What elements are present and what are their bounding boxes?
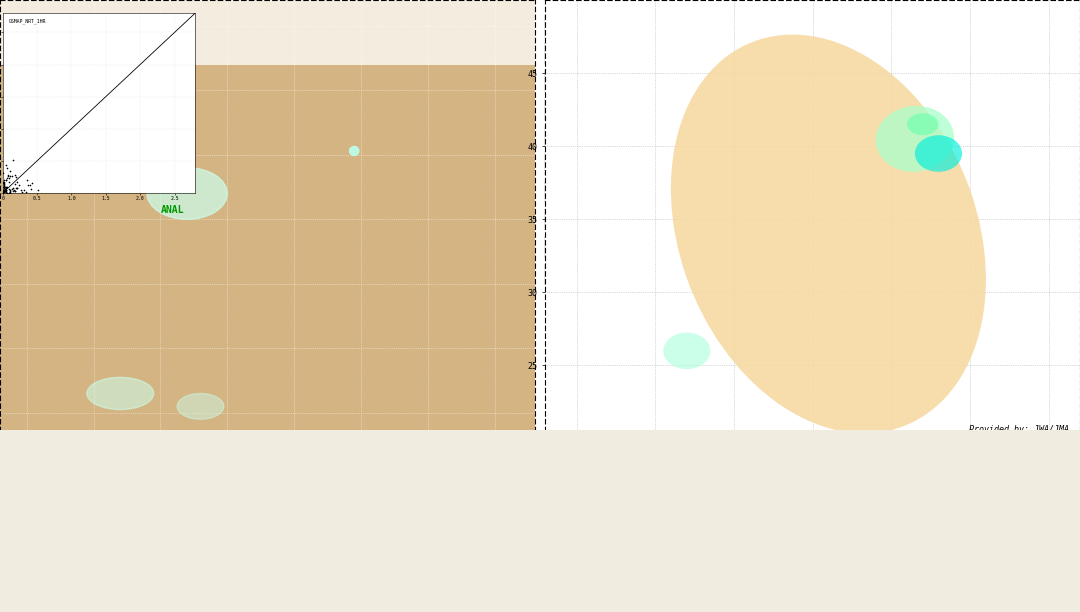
Text: ANAL: ANAL [161, 205, 184, 215]
Text: False alarm ratio = -NaN: False alarm ratio = -NaN [818, 547, 944, 556]
Text: 25-50: 25-50 [575, 271, 596, 277]
Text: GSMAP_NRT_1HR: GSMAP_NRT_1HR [665, 467, 733, 476]
Text: 1-2: 1-2 [575, 105, 588, 111]
Ellipse shape [177, 394, 224, 419]
Ellipse shape [876, 106, 954, 172]
Text: RMS error = 0.2: RMS error = 0.2 [818, 466, 896, 475]
Text: Analysed: Analysed [540, 467, 582, 476]
Text: <1: <1 [288, 464, 299, 474]
Bar [267, 530, 321, 592]
Polygon shape [11, 541, 153, 547]
Ellipse shape [671, 35, 986, 433]
Text: Probability of detection = 0.000: Probability of detection = 0.000 [818, 526, 985, 536]
FancyBboxPatch shape [545, 264, 569, 285]
Ellipse shape [915, 135, 962, 172]
Text: # gridpoints raining: # gridpoints raining [420, 494, 525, 504]
FancyBboxPatch shape [545, 125, 569, 147]
Text: Rain volume (mm×km²×10⁶): Rain volume (mm×km²×10⁶) [420, 553, 545, 562]
Text: 0.1: 0.1 [554, 553, 569, 562]
Text: 0: 0 [697, 494, 702, 504]
Text: Verification statistics for 20161230 14  n=19050  Verif. grid=0.10°  Units=mm/hr: Verification statistics for 20161230 14 … [397, 439, 818, 449]
FancyBboxPatch shape [545, 209, 569, 230]
Text: GSMAP_NRT_1HR: GSMAP_NRT_1HR [276, 441, 353, 451]
Text: <0.01: <0.01 [575, 50, 596, 56]
Text: 18953: 18953 [279, 488, 309, 498]
Text: 10-25: 10-25 [575, 244, 596, 250]
FancyBboxPatch shape [545, 181, 569, 203]
Text: 0: 0 [348, 488, 353, 498]
Text: Correlation coeff = 0.038: Correlation coeff = 0.038 [818, 486, 948, 495]
Text: Provided by: JWA/JMA: Provided by: JWA/JMA [970, 425, 1069, 434]
Text: 10.5: 10.5 [551, 534, 572, 542]
Text: 0: 0 [348, 556, 353, 566]
Text: -999.0: -999.0 [684, 534, 715, 542]
Circle shape [350, 146, 359, 155]
Bar [323, 462, 378, 524]
Text: 0.5-1: 0.5-1 [575, 78, 596, 84]
Text: Mean obs error = 0.0: Mean obs error = 0.0 [818, 446, 922, 455]
Text: 2-3: 2-3 [575, 133, 588, 139]
FancyBboxPatch shape [545, 236, 569, 258]
Text: 4-5: 4-5 [575, 188, 588, 195]
Ellipse shape [663, 332, 711, 369]
Bar [11, 489, 114, 501]
FancyBboxPatch shape [545, 43, 569, 64]
Text: No data: No data [575, 23, 605, 29]
Title: Daily fraction of total rain: Daily fraction of total rain [35, 524, 154, 530]
FancyBboxPatch shape [545, 15, 569, 37]
Bar [11, 457, 145, 469]
Text: Conditional rain: Conditional rain [420, 534, 503, 542]
Text: 0.0: 0.0 [691, 514, 707, 523]
Bar [323, 530, 378, 592]
Text: 3-4: 3-4 [575, 161, 588, 166]
FancyBboxPatch shape [545, 98, 569, 119]
Ellipse shape [907, 113, 939, 135]
Ellipse shape [86, 378, 153, 409]
Text: Average rain: Average rain [420, 514, 483, 523]
Bar [267, 462, 321, 524]
Bar [0, 0, 535, 64]
Title: Daily fraction by occurrence: Daily fraction by occurrence [35, 441, 154, 446]
Text: 0.9: 0.9 [691, 574, 707, 583]
Text: <1: <1 [267, 488, 279, 498]
Ellipse shape [147, 168, 227, 219]
Text: 0.0: 0.0 [691, 553, 707, 562]
Text: Maximum rain: Maximum rain [420, 574, 483, 583]
Text: 2.3: 2.3 [554, 574, 569, 583]
Text: 5-10: 5-10 [575, 216, 592, 222]
Text: Hanssen & Kulpers score = 0.000: Hanssen & Kulpers score = 0.000 [818, 567, 981, 576]
Text: Frequency bias = 0.000: Frequency bias = 0.000 [818, 506, 933, 515]
Text: O
b
s
e
r
v
e
d: O b s e r v e d [224, 483, 228, 565]
Text: 87: 87 [556, 494, 567, 504]
FancyBboxPatch shape [545, 70, 569, 92]
Text: 87: 87 [288, 556, 299, 566]
Text: Equitable threat score= 0.000: Equitable threat score= 0.000 [818, 587, 970, 596]
FancyBboxPatch shape [545, 153, 569, 175]
Text: ≥1: ≥1 [267, 556, 279, 566]
Text: 0.0: 0.0 [554, 514, 569, 523]
Text: ≥1: ≥1 [345, 464, 356, 474]
